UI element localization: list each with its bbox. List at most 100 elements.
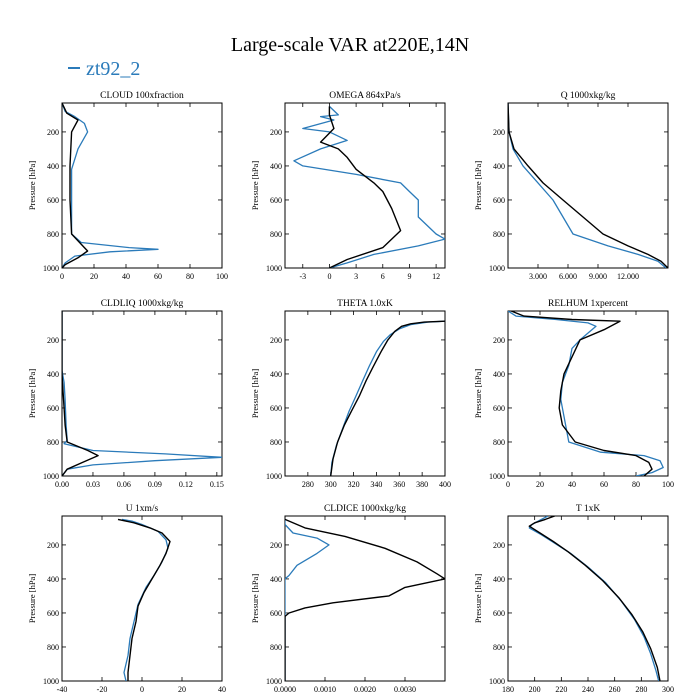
x-tick-label: 9 — [407, 272, 411, 281]
y-tick-label: 1000 — [43, 677, 59, 686]
x-tick-label: 0.09 — [148, 480, 162, 489]
y-tick-label: 800 — [270, 438, 282, 447]
y-tick-label: 400 — [493, 370, 505, 379]
y-tick-label: 800 — [270, 643, 282, 652]
y-tick-label: 200 — [47, 336, 59, 345]
series-line-blue — [293, 105, 445, 268]
x-tick-label: 0.06 — [117, 480, 131, 489]
chart-panel: OMEGA 864xPa/s Pressure [hPa] -3 0 3 6 9 12 200 4… — [250, 91, 446, 281]
y-tick-label: 1000 — [489, 472, 505, 481]
x-tick-label: 400 — [439, 480, 451, 489]
x-tick-label: 6.000 — [559, 272, 577, 281]
x-tick-label: 20 — [90, 272, 98, 281]
x-tick-label: 0.0020 — [354, 685, 376, 694]
x-tick-label: 280 — [302, 480, 314, 489]
y-tick-label: 400 — [270, 370, 282, 379]
series-line-blue — [508, 311, 664, 476]
y-tick-label: 600 — [47, 404, 59, 413]
y-tick-label: 200 — [270, 541, 282, 550]
x-tick-label: 240 — [582, 685, 594, 694]
chart-title: CLDICE 1000xkg/kg — [324, 504, 406, 514]
chart-panel: U 1xm/s Pressure [hPa] -40 -20 0 20 40 200 400 60… — [27, 504, 226, 694]
x-tick-label: -40 — [57, 685, 68, 694]
y-tick-label: 200 — [493, 336, 505, 345]
plot-frame — [507, 515, 669, 682]
y-tick-label: 1000 — [43, 472, 59, 481]
y-tick-label: 400 — [493, 162, 505, 171]
plot-frame — [284, 102, 446, 269]
y-tick-label: 1000 — [266, 264, 282, 273]
x-tick-label: 40 — [218, 685, 226, 694]
series-line-black — [319, 106, 402, 268]
y-tick-label: 400 — [270, 575, 282, 584]
x-tick-label: 9.000 — [589, 272, 607, 281]
plot-frame — [507, 102, 669, 269]
x-tick-label: 220 — [555, 685, 567, 694]
page-title: Large-scale VAR at220E,14N — [230, 34, 470, 56]
series-line-blue — [121, 518, 169, 681]
x-tick-label: 40 — [568, 480, 576, 489]
x-tick-label: 0.12 — [179, 480, 193, 489]
y-tick-label: 600 — [493, 196, 505, 205]
x-tick-label: 60 — [600, 480, 608, 489]
x-tick-label: 80 — [632, 480, 640, 489]
chart-panel: T 1xK Pressure [hPa] 180 200 220 240 260 280 300… — [473, 504, 674, 694]
x-tick-label: 180 — [502, 685, 514, 694]
y-tick-label: 800 — [47, 643, 59, 652]
chart-title: OMEGA 864xPa/s — [329, 91, 401, 101]
chart-panel: Q 1000xkg/kg Pressure [hPa] 3.000 6.000 9.00… — [473, 91, 669, 281]
chart-panel: RELHUM 1xpercent Pressure [hPa] 0 20 40 60 80 1… — [473, 299, 674, 489]
chart-title: RELHUM 1xpercent — [548, 299, 628, 309]
y-tick-label: 1000 — [266, 472, 282, 481]
chart-title: CLOUD 100xfraction — [100, 90, 184, 101]
y-tick-label: 600 — [47, 196, 59, 205]
chart-title: CLDLIQ 1000xkg/kg — [101, 299, 184, 309]
y-tick-label: 400 — [270, 162, 282, 171]
y-tick-label: 800 — [47, 438, 59, 447]
plot-frame — [61, 102, 223, 269]
y-tick-label: 1000 — [43, 264, 59, 273]
x-tick-label: 0 — [327, 272, 331, 281]
y-axis-label: Pressure [hPa] — [250, 574, 260, 624]
y-axis-label: Pressure [hPa] — [250, 369, 260, 419]
x-tick-label: 0.0000 — [274, 685, 296, 694]
x-tick-label: 360 — [393, 480, 405, 489]
y-tick-label: 800 — [270, 230, 282, 239]
y-tick-label: 800 — [493, 230, 505, 239]
x-tick-label: 3.000 — [529, 272, 547, 281]
chart-title: U 1xm/s — [126, 504, 159, 514]
y-tick-label: 200 — [47, 541, 59, 550]
x-tick-label: 0.0030 — [394, 685, 416, 694]
x-tick-label: 12.000 — [617, 272, 639, 281]
series-line-black — [510, 311, 653, 476]
series-line-black — [330, 320, 445, 476]
x-tick-label: 100 — [662, 480, 674, 489]
chart-title: THETA 1.0xK — [337, 299, 393, 309]
x-tick-label: 6 — [381, 272, 385, 281]
chart-panel: CLDLIQ 1000xkg/kg Pressure [hPa] 0.00 0.03 0… — [27, 299, 224, 489]
x-tick-label: 0 — [506, 480, 510, 489]
x-tick-label: 40 — [122, 272, 130, 281]
y-axis-label: Pressure [hPa] — [473, 574, 483, 624]
y-tick-label: 1000 — [489, 677, 505, 686]
x-tick-label: 300 — [662, 685, 674, 694]
x-tick-label: 0.03 — [86, 480, 100, 489]
y-axis-label: Pressure [hPa] — [250, 161, 260, 211]
x-tick-label: 200 — [529, 685, 541, 694]
x-tick-label: 340 — [370, 480, 382, 489]
y-tick-label: 600 — [270, 609, 282, 618]
y-tick-label: 600 — [493, 609, 505, 618]
plot-frame — [61, 310, 223, 477]
series-line-black — [62, 311, 99, 476]
y-tick-label: 800 — [47, 230, 59, 239]
chart-panel: THETA 1.0xK Pressure [hPa] 280 300 320 340 360… — [250, 299, 451, 489]
y-axis-label: Pressure [hPa] — [27, 574, 37, 624]
x-tick-label: 20 — [178, 685, 186, 694]
series-line-blue — [62, 311, 222, 476]
y-axis-label: Pressure [hPa] — [27, 161, 37, 211]
chart-title: T 1xK — [576, 504, 601, 514]
y-tick-label: 200 — [47, 128, 59, 137]
y-tick-label: 800 — [493, 438, 505, 447]
y-tick-label: 800 — [493, 643, 505, 652]
